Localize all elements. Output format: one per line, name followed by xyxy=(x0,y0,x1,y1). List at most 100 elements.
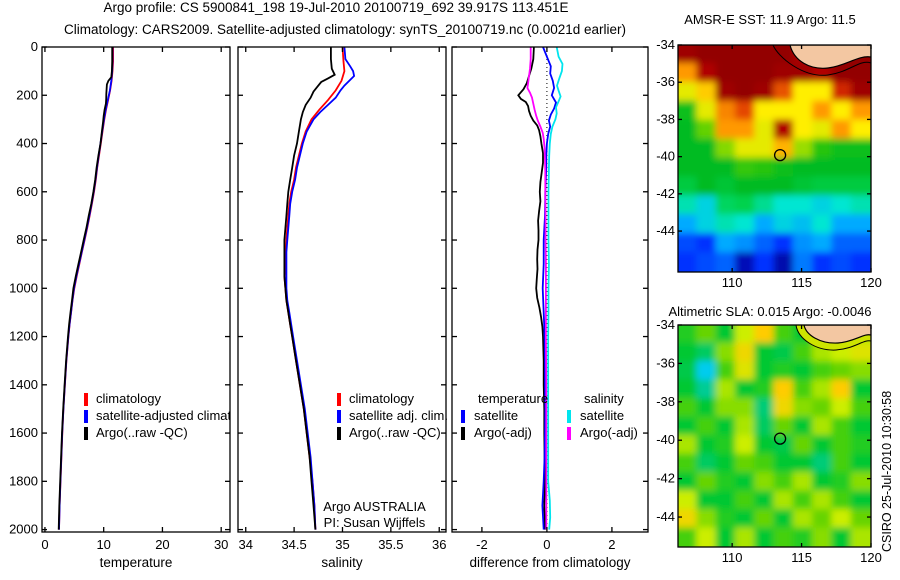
lat-tick-label: -42 xyxy=(656,471,675,486)
lat-tick-label: -34 xyxy=(656,37,675,52)
lon-tick-label: 110 xyxy=(722,550,743,565)
series-climatology xyxy=(58,47,114,530)
y-tick-label: 1200 xyxy=(9,329,38,344)
argo-float-location-marker xyxy=(773,432,787,445)
x-tick-label: -2 xyxy=(476,537,488,552)
legend-swatch xyxy=(84,393,88,406)
lat-tick-label: -36 xyxy=(656,74,675,89)
x-tick-label: 2 xyxy=(608,537,615,552)
y-tick-label: 400 xyxy=(16,136,38,151)
xlabel-difference: difference from climatology xyxy=(469,555,631,570)
lon-tick-label: 120 xyxy=(860,550,882,565)
legend-label: satellite adj. clim. xyxy=(349,408,448,423)
series-satellite-adjusted-climatology xyxy=(285,46,356,530)
land-australia xyxy=(803,325,871,344)
legend-label: Argo(..raw -QC) xyxy=(96,425,188,440)
sla-map-title: Altimetric SLA: 0.015 Argo: -0.0046 xyxy=(668,304,872,319)
legend-swatch xyxy=(84,410,88,423)
legend-header: salinity xyxy=(584,391,624,406)
y-tick-label: 0 xyxy=(31,39,38,54)
lat-tick-label: -38 xyxy=(656,111,675,126)
legend-swatch xyxy=(337,427,341,440)
sst-front-contour xyxy=(772,45,871,76)
land-australia xyxy=(789,45,871,69)
legend-swatch xyxy=(567,427,571,440)
lat-tick-label: -38 xyxy=(656,394,675,409)
plot-frame xyxy=(451,46,649,533)
x-tick-label: 34 xyxy=(239,537,253,552)
x-tick-label: 10 xyxy=(96,537,110,552)
series-argo-raw-qc xyxy=(57,47,114,530)
program-pi: PI: Susan Wijffels xyxy=(323,515,426,530)
lat-tick-label: -40 xyxy=(656,149,675,164)
legend-label: climatology xyxy=(96,391,162,406)
plot-temperature-profile: 0 10 20 30 0 200 400 600 800 1000 1200 1400 1600 1800… xyxy=(9,39,231,552)
legend-swatch xyxy=(567,410,571,423)
y-tick-label: 1800 xyxy=(9,473,38,488)
legend-swatch xyxy=(84,427,88,440)
x-tick-label: 0 xyxy=(41,537,48,552)
y-tick-label: 1400 xyxy=(9,377,38,392)
lat-tick-label: -34 xyxy=(656,317,675,332)
map-frame xyxy=(677,324,872,548)
y-tick-label: 1600 xyxy=(9,425,38,440)
legend-label: climatology xyxy=(349,391,415,406)
legend-swatch xyxy=(461,427,465,440)
program-name: Argo AUSTRALIA xyxy=(323,499,426,514)
program-note: Argo AUSTRALIA PI: Susan Wijffels xyxy=(302,499,447,531)
legend-label: satellite xyxy=(580,408,625,423)
x-tick-label: 0 xyxy=(543,537,550,552)
y-tick-label: 200 xyxy=(16,87,38,102)
lon-tick-label: 120 xyxy=(860,275,882,290)
x-tick-label: 30 xyxy=(214,537,228,552)
legend-label: satellite-adjusted climatology xyxy=(96,408,230,423)
heatmap-field xyxy=(678,45,871,272)
series-temp-argo-adj-diff xyxy=(517,46,546,530)
lon-tick-label: 115 xyxy=(791,550,812,565)
series-sal-satellite-diff xyxy=(547,46,564,530)
lat-tick-label: -44 xyxy=(656,223,675,238)
lat-tick-label: -36 xyxy=(656,355,675,370)
legend-label: Argo(..raw -QC) xyxy=(349,425,441,440)
lat-tick-label: -40 xyxy=(656,432,675,447)
legend-label: Argo(-adj) xyxy=(474,425,532,440)
figure-title-line2: Climatology: CARS2009. Satellite-adjuste… xyxy=(63,22,627,37)
x-tick-label: 36 xyxy=(432,537,446,552)
legend-header: temperature xyxy=(478,391,549,406)
argo-float-location-marker xyxy=(773,148,787,162)
lat-tick-label: -44 xyxy=(656,509,675,524)
map-amsr-e-sst-map: 110 115 120 -34 -36 -38 -40 -42 -44 xyxy=(656,37,882,290)
y-tick-label: 1000 xyxy=(9,280,38,295)
xlabel-salinity: salinity xyxy=(321,555,363,570)
legend-swatch xyxy=(337,393,341,406)
xlabel-temperature: temperature xyxy=(99,555,173,570)
x-tick-label: 34.5 xyxy=(281,537,306,552)
series-temp-satellite-diff xyxy=(541,46,557,530)
legend-label: satellite xyxy=(474,408,519,423)
lon-tick-label: 110 xyxy=(722,275,743,290)
y-tick-label: 2000 xyxy=(9,522,38,537)
figure-title-line1: Argo profile: CS 5900841_198 19-Jul-2010… xyxy=(103,0,569,15)
plot-difference-from-climatology: -2 0 2 xyxy=(451,46,649,552)
x-tick-label: 35 xyxy=(335,537,349,552)
sst-map-title: AMSR-E SST: 11.9 Argo: 11.5 xyxy=(684,12,856,27)
plot-frame xyxy=(237,46,447,533)
legend-swatch xyxy=(337,410,341,423)
csiro-watermark: CSIRO 25-Jul-2010 10:30:58 xyxy=(880,390,894,552)
legend-label: Argo(-adj) xyxy=(580,425,638,440)
lat-tick-label: -42 xyxy=(656,186,675,201)
series-argo-raw-qc xyxy=(283,47,336,530)
plot-frame xyxy=(41,46,231,533)
x-tick-label: 35.5 xyxy=(378,537,403,552)
plot-salinity-profile: 34 34.5 35 35.5 36 xyxy=(237,46,447,552)
series-satellite-adjusted-climatology xyxy=(58,47,114,530)
series-sal-argo-adj-diff xyxy=(526,47,548,530)
map-altimetric-sla-map: 110 115 120 -34 -36 -38 -40 -42 -44 xyxy=(656,317,882,565)
lon-tick-label: 115 xyxy=(791,275,812,290)
map-frame xyxy=(677,44,872,273)
x-tick-label: 20 xyxy=(155,537,169,552)
y-tick-label: 600 xyxy=(16,184,38,199)
y-tick-label: 800 xyxy=(16,232,38,247)
